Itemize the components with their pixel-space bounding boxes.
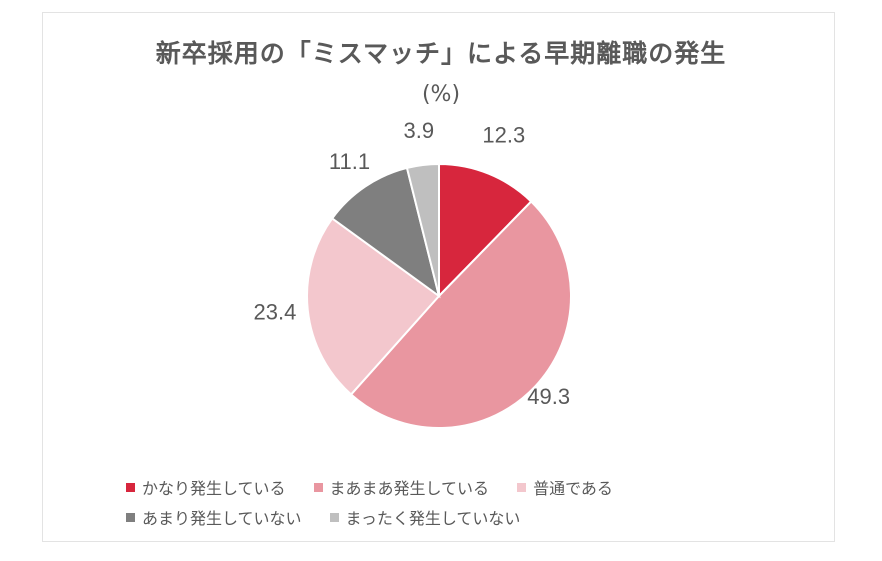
- data-label: 3.9: [404, 118, 435, 143]
- legend-swatch: [313, 482, 323, 492]
- legend-swatch: [329, 512, 339, 522]
- chart-title: 新卒採用の「ミスマッチ」による早期離職の発生: [155, 39, 727, 68]
- legend-item: あまり発生していない: [126, 505, 302, 529]
- legend-swatch: [126, 512, 135, 522]
- legend-row: かなり発生している まあまあ発生している 普通である: [126, 472, 746, 502]
- legend-label: まったく発生していない: [345, 509, 521, 528]
- legend-item: かなり発生している: [126, 475, 286, 499]
- chart-unit-label: (%): [421, 82, 461, 107]
- pie-slice: [306, 217, 441, 396]
- legend-swatch: [517, 482, 527, 492]
- data-label: 49.3: [527, 384, 570, 409]
- pie-slice: [438, 162, 533, 299]
- legend-item: 普通である: [517, 475, 613, 499]
- legend-label: あまり発生していない: [142, 509, 302, 528]
- data-label: 23.4: [254, 299, 297, 324]
- data-label: 12.3: [482, 122, 525, 147]
- legend-item: まったく発生していない: [329, 505, 521, 529]
- legend-label: 普通である: [533, 479, 613, 498]
- legend-row: あまり発生していない まったく発生していない: [126, 502, 746, 532]
- data-label: 11.1: [329, 149, 370, 174]
- pie-slice: [349, 200, 573, 430]
- legend-label: まあまあ発生している: [329, 479, 490, 498]
- legend-item: まあまあ発生している: [313, 475, 490, 499]
- legend: かなり発生している まあまあ発生している 普通である あまり発生していない まったく発…: [126, 472, 746, 532]
- pie-slice: [330, 166, 441, 299]
- legend-label: かなり発生している: [142, 479, 286, 498]
- legend-swatch: [126, 482, 135, 492]
- pie-slice: [405, 162, 440, 297]
